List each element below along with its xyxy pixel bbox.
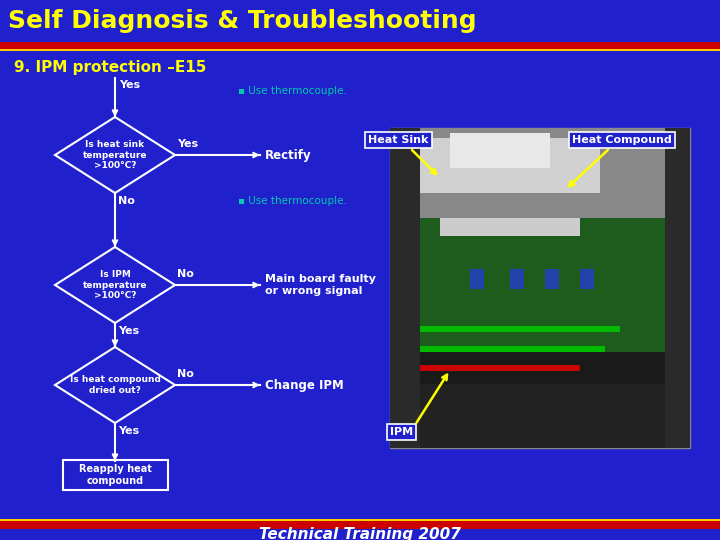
Text: ▪ Use thermocouple.: ▪ Use thermocouple. xyxy=(238,196,347,206)
FancyBboxPatch shape xyxy=(545,269,559,289)
Text: Rectify: Rectify xyxy=(265,148,312,161)
Text: 9. IPM protection –E15: 9. IPM protection –E15 xyxy=(14,60,207,75)
FancyBboxPatch shape xyxy=(440,218,580,235)
Text: Is IPM
temperature
>100°C?: Is IPM temperature >100°C? xyxy=(83,270,148,300)
FancyBboxPatch shape xyxy=(510,269,524,289)
Text: Yes: Yes xyxy=(177,139,198,149)
Text: Yes: Yes xyxy=(119,80,140,90)
FancyBboxPatch shape xyxy=(390,128,690,240)
FancyBboxPatch shape xyxy=(390,128,420,448)
FancyBboxPatch shape xyxy=(420,384,665,448)
Polygon shape xyxy=(55,117,175,193)
Text: Technical Training 2007: Technical Training 2007 xyxy=(259,528,461,540)
FancyBboxPatch shape xyxy=(420,346,605,352)
FancyBboxPatch shape xyxy=(450,133,550,168)
Text: Self Diagnosis & Troubleshooting: Self Diagnosis & Troubleshooting xyxy=(8,9,477,33)
FancyBboxPatch shape xyxy=(390,128,690,448)
FancyBboxPatch shape xyxy=(0,529,720,540)
Text: Yes: Yes xyxy=(118,326,139,336)
FancyBboxPatch shape xyxy=(420,365,580,371)
Text: No: No xyxy=(177,269,194,279)
FancyBboxPatch shape xyxy=(0,49,720,51)
Text: Heat Compound: Heat Compound xyxy=(572,135,672,145)
FancyBboxPatch shape xyxy=(420,218,665,352)
FancyBboxPatch shape xyxy=(0,42,720,49)
Text: Is heat compound
dried out?: Is heat compound dried out? xyxy=(70,375,161,395)
FancyBboxPatch shape xyxy=(665,128,690,448)
Text: ▪ Use thermocouple.: ▪ Use thermocouple. xyxy=(238,86,347,96)
Text: Main board faulty
or wrong signal: Main board faulty or wrong signal xyxy=(265,274,376,296)
FancyBboxPatch shape xyxy=(0,519,720,521)
FancyBboxPatch shape xyxy=(0,521,720,529)
FancyBboxPatch shape xyxy=(63,460,168,490)
Text: Reapply heat
compound: Reapply heat compound xyxy=(78,464,151,486)
FancyBboxPatch shape xyxy=(0,0,720,42)
FancyBboxPatch shape xyxy=(580,269,594,289)
Text: IPM: IPM xyxy=(390,427,413,437)
Text: Yes: Yes xyxy=(118,426,139,436)
Polygon shape xyxy=(55,347,175,423)
Text: Change IPM: Change IPM xyxy=(265,379,343,392)
FancyBboxPatch shape xyxy=(470,269,484,289)
Text: Heat Sink: Heat Sink xyxy=(368,135,428,145)
Text: No: No xyxy=(118,196,135,206)
Polygon shape xyxy=(55,247,175,323)
Text: No: No xyxy=(177,369,194,379)
FancyBboxPatch shape xyxy=(420,326,620,333)
Text: Is heat sink
temperature
>100°C?: Is heat sink temperature >100°C? xyxy=(83,140,148,170)
FancyBboxPatch shape xyxy=(420,138,600,193)
